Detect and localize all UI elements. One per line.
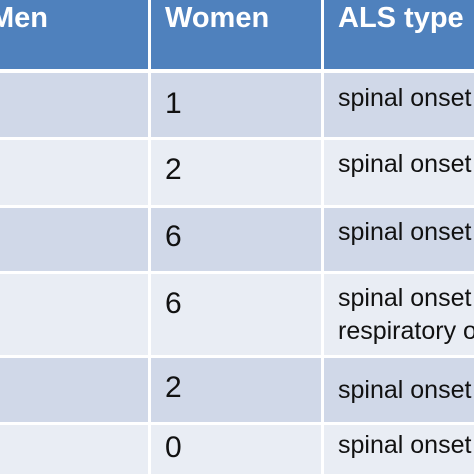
row-divider [0,422,474,425]
cell-women-value: 6 [165,287,182,320]
cell-als-type-text: spinal onset [338,150,472,178]
header-als-type-label: ALS type [338,2,464,34]
cell-women-value: 0 [165,431,182,464]
table-row-4-als: spinal onset respiratory o [323,272,474,356]
table-row-1-men [0,70,150,138]
row-divider [0,355,474,358]
cell-women-value: 6 [165,220,182,253]
cell-als-type-text: spinal onset [338,84,472,112]
table-row-2-women: 2 [150,138,323,206]
table-row-3-women: 6 [150,206,323,272]
column-divider [148,0,151,474]
cell-als-type-text: spinal onset [338,218,472,246]
cell-women-value: 2 [165,153,182,186]
table-row-3-als: spinal onset [323,206,474,272]
row-divider [0,271,474,274]
header-women-label: Women [165,2,270,34]
header-als-type: ALS type [323,0,474,70]
table-row-2-men [0,138,150,206]
cell-als-type-text: spinal onset [338,431,472,459]
header-men-label: Men [0,2,48,34]
cell-women-value: 2 [165,371,182,404]
row-divider [0,69,474,73]
table-row-2-als: spinal onset [323,138,474,206]
cell-als-type-text: spinal onset [338,376,472,404]
table-row-3-men [0,206,150,272]
table-row-1-als: spinal onset [323,70,474,138]
cell-als-type-text: spinal onset [338,284,472,312]
row-divider [0,137,474,140]
table-row-4-women: 6 [150,272,323,356]
table-row-1-women: 1 [150,70,323,138]
table-row-6-men [0,423,150,474]
column-divider [321,0,324,474]
table-row-6-als: spinal onset [323,423,474,474]
row-divider [0,205,474,208]
table-row-6-women: 0 [150,423,323,474]
header-women: Women [150,0,323,70]
table-row-5-women: 2 [150,356,323,423]
header-men: Men [0,0,150,70]
table-row-5-men [0,356,150,423]
table-row-5-als: spinal onset [323,356,474,423]
table-row-4-men [0,272,150,356]
cell-women-value: 1 [165,87,182,120]
cell-als-type-text-line2: respiratory o [338,317,474,345]
